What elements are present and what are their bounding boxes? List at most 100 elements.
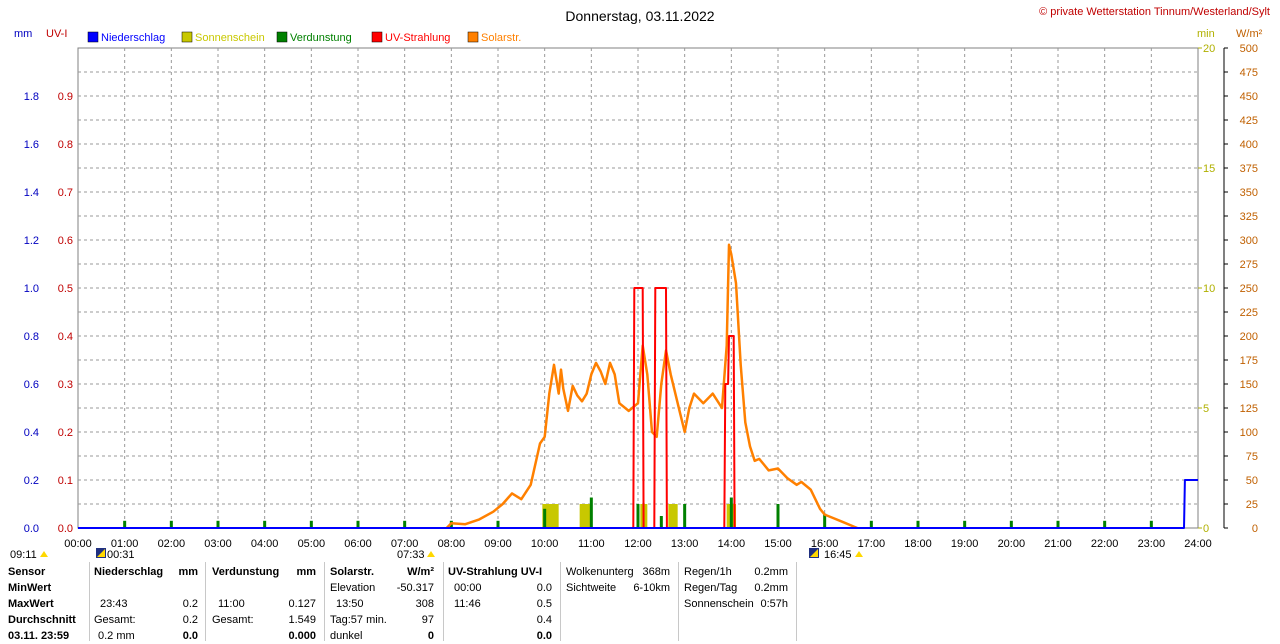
wolken-val2: 6-10km: [633, 582, 670, 594]
min-axis-label: min: [1197, 28, 1215, 40]
min-tick-label: 10: [1203, 283, 1215, 295]
verdunstung-unit: mm: [296, 566, 316, 578]
uv-min-val: 0.0: [536, 582, 552, 594]
min-tick-label: 15: [1203, 163, 1215, 175]
wm2-tick-label: 225: [1240, 307, 1258, 319]
min-tick-label: 5: [1203, 403, 1209, 415]
niederschlag-last-right: 0.0: [182, 630, 198, 642]
solar-header: Solarstr.: [330, 566, 375, 578]
evaporation-spike: [309, 520, 313, 528]
x-tick-label: 17:00: [858, 538, 886, 550]
x-tick-label: 04:00: [251, 538, 279, 550]
niederschlag-unit: mm: [178, 566, 198, 578]
solar-dark-label: dunkel: [330, 630, 363, 642]
x-tick-label: 10:00: [531, 538, 559, 550]
sunrise-prev-text: 09:11: [10, 549, 37, 561]
uv-max-val: 0.5: [536, 598, 552, 610]
wolken-val1: 368m: [642, 566, 670, 578]
uv-max-time: 11:46: [454, 598, 481, 610]
solar-column: Solarstr. W/m² Elevation -50.317 13:50 308 …: [330, 564, 436, 644]
wm2-tick-label: 275: [1240, 259, 1258, 271]
sunrise-text: 07:33: [397, 549, 425, 561]
uv-last-val: 0.0: [536, 630, 552, 642]
wolken-column: Wolkenunterg 368m Sichtweite 6-10km: [566, 564, 672, 596]
legend-label-3: UV-Strahlung: [385, 32, 450, 44]
solar-dark-val: 0: [427, 630, 434, 642]
legend-swatch-0: [87, 31, 99, 43]
wm2-tick-label: 350: [1240, 187, 1258, 199]
regen-val2: 0.2mm: [754, 582, 788, 594]
mm-axis-label: mm: [14, 28, 32, 40]
uv-tick-label: 0.9: [58, 91, 73, 103]
x-tick-label: 00:00: [64, 538, 92, 550]
x-tick-label: 07:00: [391, 538, 419, 550]
wm2-tick-label: 0: [1252, 523, 1258, 535]
solar-max-time: 13:50: [336, 598, 364, 610]
niederschlag-last-left: 0.2 mm: [98, 630, 135, 642]
minwert-label: MinWert: [8, 582, 52, 594]
wm2-tick-label: 250: [1240, 283, 1258, 295]
series-solarstr-: [445, 243, 858, 530]
mm-tick-label: 0.8: [24, 331, 39, 343]
series-niederschlag: [78, 479, 1198, 529]
x-tick-label: 16:00: [811, 538, 839, 550]
wm2-tick-label: 475: [1240, 67, 1258, 79]
sun-moon-markers: 09:11 00:31 07:33 16:45: [10, 548, 863, 561]
solar-max-val: 308: [415, 598, 434, 610]
regen-column: Regen/1h 0.2mm Regen/Tag 0.2mm Sonnenschei…: [684, 564, 790, 612]
evaporation-spike: [683, 504, 687, 528]
min-tick-label: 20: [1203, 43, 1215, 55]
moonrise-text: 00:31: [107, 549, 135, 561]
niederschlag-header: Niederschlag: [94, 566, 164, 578]
evaporation-spike: [123, 520, 127, 528]
solar-elev-val: -50.317: [396, 582, 434, 594]
uv-tick-label: 0.0: [58, 523, 73, 535]
durchschnitt-label: Durchschnitt: [8, 614, 76, 626]
evaporation-spike: [1103, 520, 1107, 528]
uv-tick-label: 0.5: [58, 283, 73, 295]
uv-tick-label: 0.3: [58, 379, 73, 391]
x-tick-label: 02:00: [158, 538, 186, 550]
maxwert-label: MaxWert: [8, 598, 54, 610]
x-tick-label: 20:00: [998, 538, 1026, 550]
sunshine-bar: [668, 504, 678, 528]
x-tick-label: 18:00: [904, 538, 932, 550]
legend-label-4: Solarstr.: [481, 32, 521, 44]
verdunstung-total-val: 1.549: [288, 614, 316, 626]
wm2-tick-label: 500: [1240, 43, 1258, 55]
mm-tick-label: 0.2: [24, 475, 39, 487]
mm-tick-label: 1.4: [24, 187, 39, 199]
evaporation-spike: [169, 520, 173, 528]
wm2-tick-label: 325: [1240, 211, 1258, 223]
legend-label-0: Niederschlag: [101, 32, 165, 44]
legend-label-2: Verdunstung: [290, 32, 352, 44]
wm2-tick-label: 175: [1240, 355, 1258, 367]
wm2-tick-label: 450: [1240, 91, 1258, 103]
x-tick-label: 13:00: [671, 538, 699, 550]
evaporation-spike: [1149, 520, 1153, 528]
x-tick-label: 09:00: [484, 538, 512, 550]
regen-label3: Sonnenschein: [684, 598, 754, 610]
uv-min-time: 00:00: [454, 582, 482, 594]
niederschlag-total-val: 0.2: [182, 614, 198, 626]
mm-tick-label: 1.6: [24, 139, 39, 151]
evaporation-spike: [636, 504, 640, 528]
wm2-tick-label: 300: [1240, 235, 1258, 247]
min-tick-label: 0: [1203, 523, 1209, 535]
evaporation-spike: [729, 497, 733, 528]
wm2-tick-label: 100: [1240, 427, 1258, 439]
legend-swatch-3: [371, 31, 383, 43]
niederschlag-max-val: 0.2: [182, 598, 198, 610]
verdunstung-header: Verdunstung: [212, 566, 280, 578]
mm-tick-label: 0.0: [24, 523, 39, 535]
regen-label2: Regen/Tag: [684, 582, 738, 594]
evaporation-spike: [916, 520, 920, 528]
sunset-text: 16:45: [824, 549, 852, 561]
mm-tick-label: 1.0: [24, 283, 39, 295]
evaporation-spike: [776, 504, 780, 528]
legend-swatch-1: [181, 31, 193, 43]
uv-tick-label: 0.2: [58, 427, 73, 439]
evaporation-spike: [963, 520, 967, 528]
evaporation-spike: [1056, 520, 1060, 528]
evaporation-spike: [823, 513, 827, 528]
